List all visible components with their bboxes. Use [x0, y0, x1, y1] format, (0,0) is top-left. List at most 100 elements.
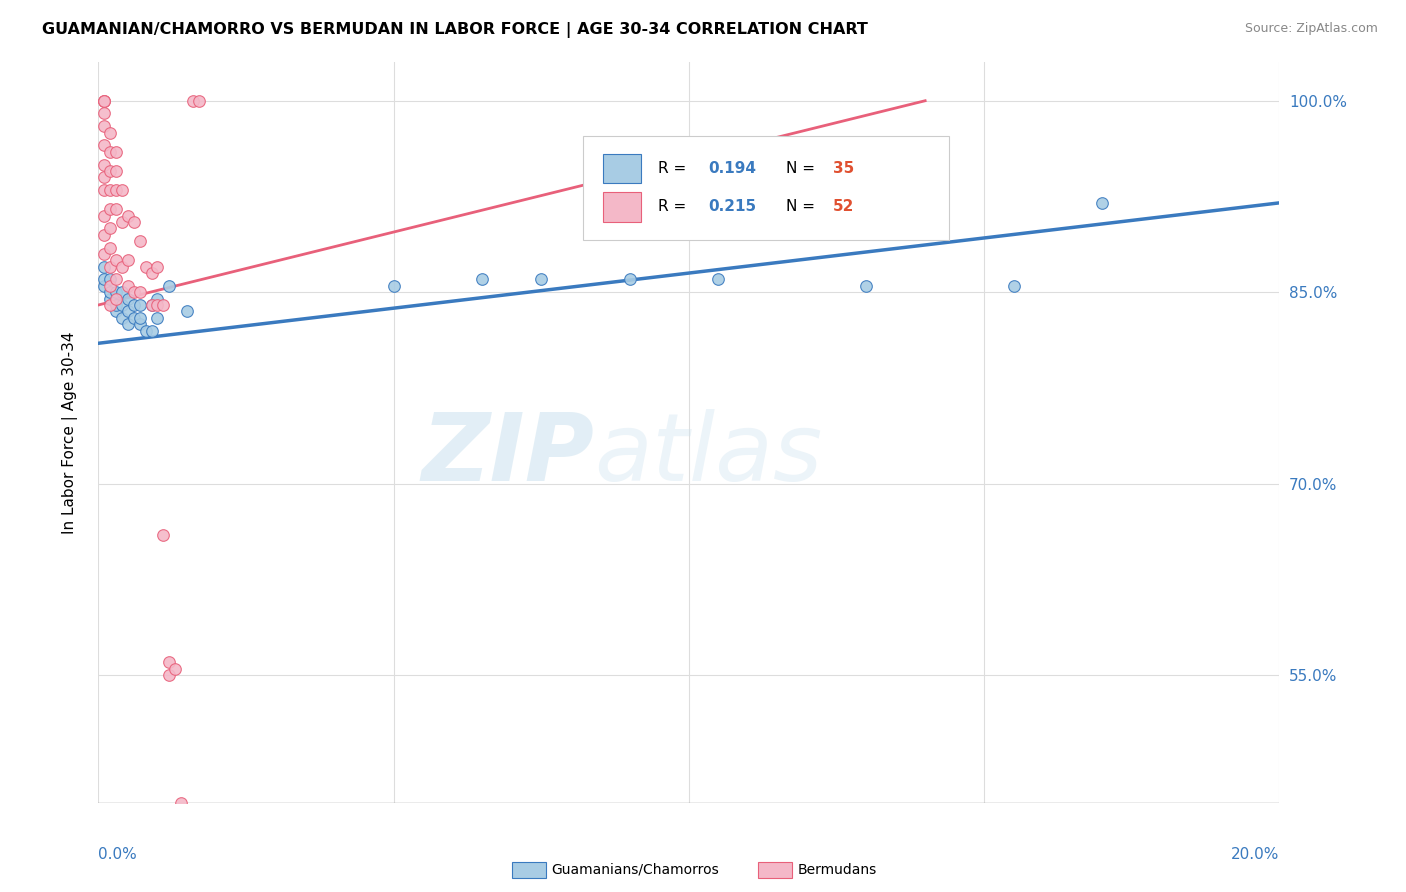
Point: [128, 234, 150, 248]
Y-axis label: In Labor Force | Age 30-34: In Labor Force | Age 30-34: [62, 331, 77, 534]
Point: [111, 215, 134, 229]
Point: [471, 272, 494, 286]
Point: [98, 202, 121, 217]
Point: [122, 215, 145, 229]
Point: [105, 202, 128, 217]
Point: [128, 298, 150, 312]
Point: [135, 324, 157, 338]
Bar: [603, 153, 641, 183]
Point: [105, 253, 128, 268]
Text: ZIP: ZIP: [422, 409, 595, 500]
Point: [141, 266, 163, 280]
Text: R =: R =: [658, 161, 692, 176]
Point: [1002, 278, 1025, 293]
Point: [98, 241, 121, 255]
Point: [707, 272, 730, 286]
Point: [382, 278, 405, 293]
Point: [98, 164, 121, 178]
Point: [98, 183, 121, 197]
Text: atlas: atlas: [595, 409, 823, 500]
Point: [122, 298, 145, 312]
Point: [1091, 195, 1114, 210]
Point: [93, 260, 115, 274]
Point: [105, 298, 128, 312]
Point: [111, 260, 134, 274]
Point: [98, 278, 121, 293]
Point: [117, 253, 139, 268]
Point: [619, 272, 641, 286]
Point: [105, 285, 128, 300]
Point: [105, 145, 128, 159]
Text: 0.0%: 0.0%: [98, 847, 138, 863]
Point: [152, 298, 174, 312]
FancyBboxPatch shape: [582, 136, 949, 240]
Point: [117, 317, 139, 331]
Point: [111, 285, 134, 300]
Point: [181, 94, 204, 108]
Point: [530, 272, 553, 286]
Point: [93, 106, 115, 120]
Text: N =: N =: [786, 161, 820, 176]
Point: [93, 272, 115, 286]
Point: [122, 285, 145, 300]
Point: [93, 94, 115, 108]
Point: [176, 304, 198, 318]
Point: [855, 278, 877, 293]
Point: [111, 183, 134, 197]
Point: [117, 209, 139, 223]
Point: [93, 227, 115, 242]
Point: [141, 298, 163, 312]
Point: [146, 260, 169, 274]
Point: [98, 298, 121, 312]
Point: [105, 183, 128, 197]
Point: [98, 285, 121, 300]
Point: [152, 527, 174, 541]
Text: N =: N =: [786, 199, 820, 214]
Point: [157, 278, 180, 293]
Point: [146, 298, 169, 312]
Point: [117, 292, 139, 306]
Point: [98, 272, 121, 286]
Point: [93, 278, 115, 293]
Point: [98, 292, 121, 306]
Text: Guamanians/Chamorros: Guamanians/Chamorros: [551, 863, 718, 877]
Point: [128, 310, 150, 325]
Point: [105, 292, 128, 306]
Point: [128, 317, 150, 331]
Point: [98, 260, 121, 274]
Point: [93, 183, 115, 197]
Point: [170, 796, 193, 810]
Point: [93, 94, 115, 108]
Point: [165, 662, 187, 676]
Point: [93, 247, 115, 261]
Text: 0.194: 0.194: [707, 161, 756, 176]
Point: [93, 94, 115, 108]
Point: [111, 310, 134, 325]
Point: [93, 170, 115, 185]
Point: [141, 298, 163, 312]
Point: [111, 298, 134, 312]
Bar: [603, 192, 641, 221]
Point: [105, 304, 128, 318]
Text: 35: 35: [832, 161, 855, 176]
Point: [187, 94, 209, 108]
Point: [98, 221, 121, 235]
Point: [146, 292, 169, 306]
Text: 52: 52: [832, 199, 855, 214]
Text: Source: ZipAtlas.com: Source: ZipAtlas.com: [1244, 22, 1378, 36]
Point: [93, 120, 115, 134]
Point: [157, 668, 180, 682]
Text: R =: R =: [658, 199, 692, 214]
Point: [122, 310, 145, 325]
Point: [105, 272, 128, 286]
Point: [105, 164, 128, 178]
Point: [135, 260, 157, 274]
Point: [117, 278, 139, 293]
Point: [117, 304, 139, 318]
Point: [141, 324, 163, 338]
Point: [93, 209, 115, 223]
Point: [98, 145, 121, 159]
Point: [157, 656, 180, 670]
Point: [93, 138, 115, 153]
Text: 0.215: 0.215: [707, 199, 756, 214]
